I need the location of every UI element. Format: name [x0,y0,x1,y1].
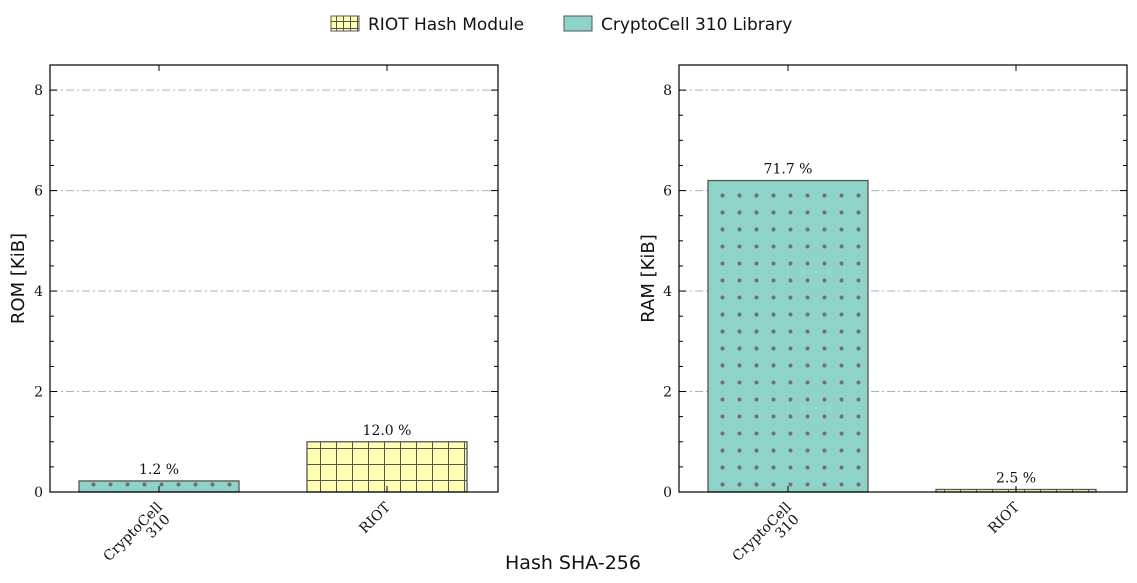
legend: RIOT Hash Module CryptoCell 310 Library [330,15,792,35]
rom-xtick-label: RIOT [356,499,394,537]
rom-data-label: 1.2 % [139,462,179,478]
rom-ytick-label: 0 [34,485,43,501]
rom-ytick-label: 6 [34,184,43,200]
legend-label-cryptocell: CryptoCell 310 Library [601,15,792,35]
legend-label-riot: RIOT Hash Module [368,15,524,35]
rom-xtick-label-line: RIOT [356,499,394,537]
rom-ytick-label: 8 [34,83,43,99]
ram-chart-panel: 71.7 % 2.5 % 0 2 4 6 8 CryptoCell310 RIOT RAM [Ki… [638,64,1128,575]
ram-data-label-bg [762,159,814,178]
ram-bar-cryptocell [707,179,869,493]
rom-xtick-label: CryptoCell310 [101,499,177,575]
legend-swatch-cryptocell [563,15,593,32]
rom-bar-riot [306,441,468,493]
rom-y-axis-label: ROM [KiB] [8,233,29,324]
ram-data-label: 71.7 % [764,162,813,178]
ram-xtick-label: RIOT [985,499,1023,537]
rom-ytick-label: 2 [34,385,43,401]
ram-xtick-label: CryptoCell310 [730,499,806,575]
rom-axes-frame [49,64,499,493]
ram-ytick-label: 4 [663,284,672,300]
ram-ytick-label: 0 [663,485,672,501]
rom-ytick-label: 4 [34,284,43,300]
rom-chart-panel: 1.2 % 12.0 % 0 2 4 6 8 CryptoCell310 RIOT ROM [Ki… [8,64,499,575]
ram-data-label-bg [990,468,1042,487]
ram-y-axis-label: RAM [KiB] [638,234,659,323]
ram-ytick-label: 8 [663,83,672,99]
legend-swatch-riot [330,15,360,32]
ram-xtick-label-line: RIOT [985,499,1023,537]
rom-data-label-bg [133,459,185,478]
rom-data-label: 12.0 % [363,423,412,439]
ram-axes-frame [678,64,1128,493]
x-axis-label: Hash SHA-256 [505,552,641,574]
ram-data-label: 2.5 % [996,470,1036,486]
rom-data-label-bg [361,420,413,439]
ram-ytick-label: 2 [663,385,672,401]
ram-ytick-label: 6 [663,184,672,200]
